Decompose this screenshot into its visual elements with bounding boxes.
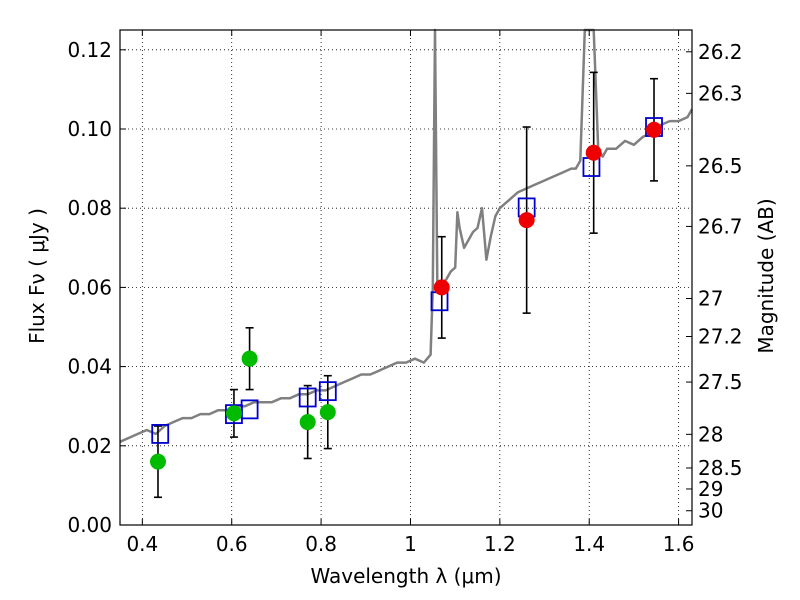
right-tick-label: 26.3 [698, 81, 743, 105]
x-tick-label: 0.6 [216, 532, 248, 556]
right-tick-label: 26.2 [698, 40, 743, 64]
model-photometry-square [151, 424, 170, 444]
right-tick-label: 28.5 [698, 456, 743, 480]
right-tick-label: 27.2 [698, 325, 743, 349]
right-tick-label: 27 [698, 286, 723, 310]
y-axis-label: Flux Fν ( μJy ) [25, 208, 49, 344]
observed-flux-point [518, 212, 535, 229]
right-tick-label: 28 [698, 422, 723, 446]
right-tick-label: 26.7 [698, 214, 743, 238]
observed-flux-point [585, 144, 602, 161]
y-tick-label: 0.00 [67, 513, 112, 537]
observed-flux-point [319, 404, 336, 421]
x-tick-label: 0.8 [305, 532, 337, 556]
y-tick-label: 0.04 [67, 355, 112, 379]
observed-flux-point [225, 405, 242, 422]
observed-flux-point [149, 453, 166, 470]
right-tick-label: 27.5 [698, 370, 743, 394]
observed-flux-point [299, 414, 316, 431]
axis-ticks: 0.4 0.6 0.8 1 1.2 1.4 1.6 0.00 0.02 0.04 0.06 0.08 0… [67, 30, 743, 556]
right-tick-label: 26.5 [698, 154, 743, 178]
plot-frame [119, 29, 693, 526]
x-axis-label: Wavelength λ (μm) [310, 564, 501, 588]
observed-flux-point [241, 350, 258, 367]
model-spectrum-layer [119, 28, 694, 443]
model-photometry-square [582, 157, 601, 177]
observed-flux-point [646, 121, 663, 138]
y-tick-label: 0.12 [67, 38, 112, 62]
y-tick-label: 0.02 [67, 434, 112, 458]
y-tick-label: 0.06 [67, 275, 112, 299]
model-photometry-square [318, 381, 337, 402]
model-photometry-square [298, 387, 317, 408]
x-tick-label: 1.2 [484, 532, 516, 556]
x-tick-label: 0.4 [126, 532, 158, 556]
model-spectrum-line [119, 28, 694, 443]
observed-flux-point [433, 279, 450, 296]
x-tick-label: 1.4 [573, 532, 605, 556]
model-photometry-square [240, 399, 259, 420]
grid-lines [120, 30, 692, 525]
x-tick-label: 1.6 [663, 532, 695, 556]
y-tick-label: 0.08 [67, 196, 112, 220]
right-tick-label: 29 [698, 477, 723, 501]
x-tick-label: 1 [404, 532, 417, 556]
right-tick-label: 30 [698, 499, 723, 523]
data-points-layer [149, 71, 663, 499]
right-axis-label: Magnitude (AB) [754, 198, 778, 353]
y-tick-label: 0.10 [67, 117, 112, 141]
